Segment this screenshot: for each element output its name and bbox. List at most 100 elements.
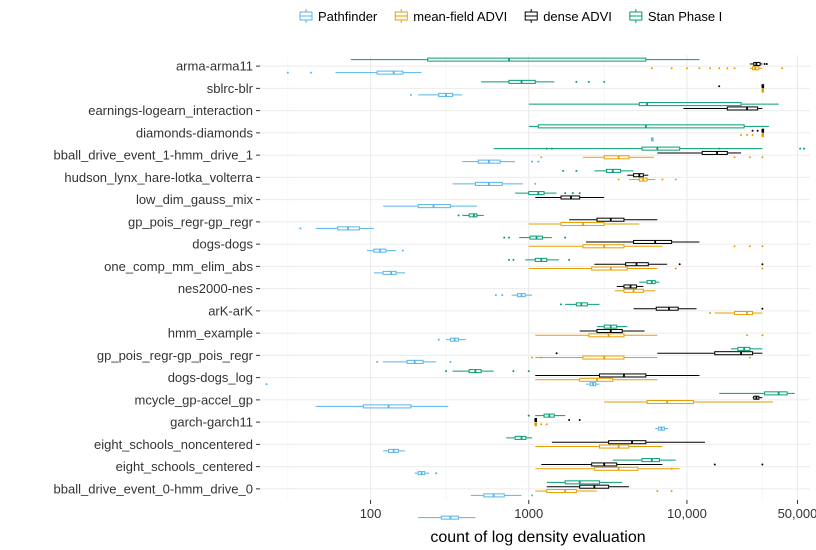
outlier-point bbox=[718, 67, 721, 70]
outlier-point bbox=[674, 267, 677, 270]
y-tick-label: gp_pois_regr-gp_regr bbox=[128, 214, 254, 229]
outlier-point bbox=[733, 245, 736, 248]
outlier-point bbox=[678, 263, 681, 266]
outlier-point bbox=[286, 71, 289, 74]
x-tick-label: 1000 bbox=[514, 506, 543, 521]
outlier-point bbox=[568, 418, 571, 421]
outlier-point bbox=[512, 258, 515, 261]
box bbox=[535, 333, 764, 338]
y-tick-label: garch-garch11 bbox=[170, 415, 253, 430]
box bbox=[470, 493, 534, 498]
box bbox=[373, 270, 405, 275]
box bbox=[350, 57, 700, 62]
y-tick-label: low_dim_gauss_mix bbox=[136, 192, 254, 207]
box bbox=[286, 70, 422, 75]
outlier-point bbox=[575, 80, 578, 83]
outlier-point bbox=[761, 267, 764, 270]
outlier-point bbox=[617, 178, 620, 181]
box bbox=[383, 448, 405, 453]
box-iqr bbox=[714, 351, 754, 356]
box-iqr bbox=[514, 435, 527, 440]
series-mean-field-advi bbox=[528, 66, 784, 494]
box bbox=[534, 417, 581, 422]
box-iqr bbox=[427, 57, 647, 62]
outlier-point bbox=[709, 67, 712, 70]
box bbox=[616, 284, 644, 289]
outlier-point bbox=[670, 490, 673, 493]
box-iqr bbox=[537, 124, 745, 129]
box bbox=[481, 79, 606, 84]
outlier-point bbox=[740, 134, 743, 137]
outlier-point bbox=[578, 192, 581, 195]
outlier-point bbox=[748, 245, 751, 248]
box-iqr bbox=[638, 102, 742, 107]
box bbox=[627, 173, 649, 178]
outlier-point bbox=[445, 370, 448, 373]
x-axis-title: count of log density evaluation bbox=[430, 529, 645, 546]
box bbox=[751, 128, 765, 133]
box bbox=[445, 369, 530, 374]
box bbox=[528, 222, 640, 227]
x-tick-label: 10,000 bbox=[667, 506, 707, 521]
outlier-point bbox=[409, 93, 412, 96]
outlier-point bbox=[560, 303, 563, 306]
box-iqr bbox=[641, 146, 681, 151]
outlier-point bbox=[545, 423, 548, 426]
box bbox=[315, 404, 449, 409]
box-iqr bbox=[655, 306, 679, 311]
box bbox=[555, 351, 763, 356]
outlier-point bbox=[803, 147, 806, 150]
outlier-point bbox=[751, 134, 754, 137]
box bbox=[612, 458, 676, 463]
y-tick-label: earnings-logearn_interaction bbox=[88, 103, 253, 118]
y-axis: arma-arma11 sblrc-blr earnings-logearn_int… bbox=[54, 59, 260, 496]
box-iqr bbox=[726, 106, 759, 111]
outlier-point bbox=[527, 414, 530, 417]
outlier-point bbox=[501, 294, 504, 297]
box bbox=[494, 293, 533, 298]
series-pathfinder bbox=[265, 70, 669, 520]
legend-label: mean-field ADVI bbox=[413, 9, 507, 24]
box bbox=[617, 177, 677, 182]
box bbox=[299, 226, 374, 231]
grid bbox=[260, 55, 810, 500]
outlier-point bbox=[575, 169, 578, 172]
outlier-point bbox=[555, 352, 558, 355]
x-axis: 100 1000 10,000 50,000 bbox=[360, 500, 816, 521]
outlier-point bbox=[799, 147, 802, 150]
box-iqr bbox=[593, 466, 639, 471]
outlier-point bbox=[550, 147, 553, 150]
y-tick-label: dogs-dogs bbox=[192, 237, 253, 252]
box bbox=[633, 306, 764, 311]
outlier-point bbox=[571, 192, 574, 195]
box bbox=[650, 66, 784, 71]
box-iqr bbox=[598, 444, 630, 449]
box-iqr bbox=[764, 391, 788, 396]
outlier-point bbox=[761, 156, 764, 159]
box-iqr bbox=[641, 458, 660, 463]
box-iqr bbox=[376, 70, 404, 75]
box bbox=[594, 262, 764, 267]
box bbox=[507, 257, 571, 262]
y-tick-label: hudson_lynx_hare-lotka_volterra bbox=[64, 170, 253, 185]
y-tick-label: mcycle_gp-accel_gp bbox=[134, 392, 253, 407]
outlier-point bbox=[756, 129, 759, 132]
legend-item: Stan Phase I bbox=[629, 9, 722, 24]
box bbox=[604, 400, 773, 405]
outlier-point bbox=[540, 423, 543, 426]
outlier-point bbox=[670, 67, 673, 70]
box-iqr bbox=[603, 155, 630, 160]
box bbox=[535, 466, 680, 471]
box bbox=[534, 422, 548, 427]
box-iqr bbox=[734, 311, 754, 316]
box bbox=[551, 440, 705, 445]
box-iqr bbox=[646, 400, 694, 405]
box bbox=[546, 484, 629, 489]
outlier-point bbox=[733, 67, 736, 70]
outlier-point bbox=[457, 214, 460, 217]
outlier-point bbox=[751, 129, 754, 132]
outlier-point bbox=[733, 156, 736, 159]
box-iqr bbox=[633, 239, 673, 244]
outlier-point bbox=[534, 182, 537, 185]
outlier-point bbox=[494, 294, 497, 297]
